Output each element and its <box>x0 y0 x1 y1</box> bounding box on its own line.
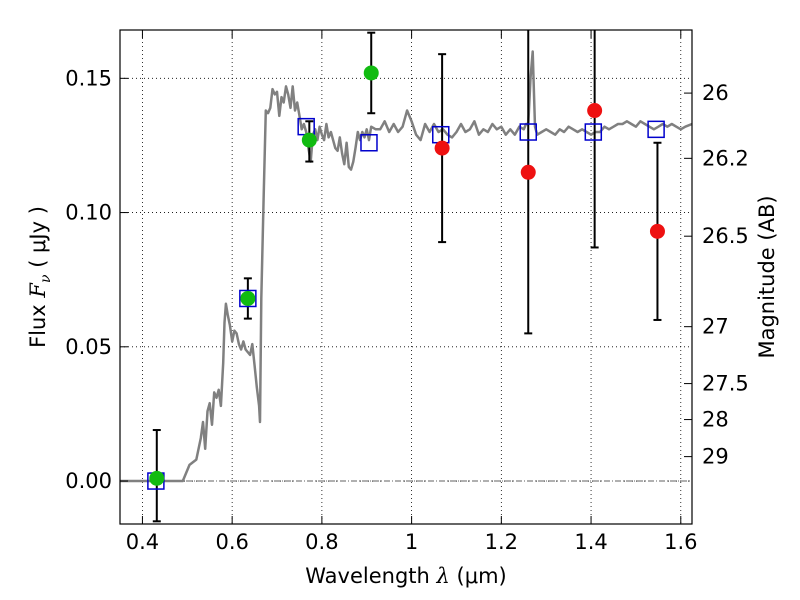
observed-detection-marker <box>149 470 165 486</box>
y-axis-ticks: 0.00 0.05 0.10 0.15 <box>65 66 128 493</box>
observed-detection-marker <box>301 132 317 148</box>
x-tick-label: 0.8 <box>305 530 338 554</box>
observed-upper-marker <box>520 164 536 180</box>
y2-tick-label: 26.5 <box>702 224 749 248</box>
y2-tick-label: 26 <box>702 81 729 105</box>
model-photometry-marker <box>584 123 603 141</box>
x-tick-label: 0.6 <box>215 530 248 554</box>
x-tick-label: 1.2 <box>485 530 518 554</box>
y-axis-label: Flux Fν ( μJy ) <box>26 206 54 348</box>
model-photometry-marker <box>360 134 378 152</box>
x-tick-label: 1.6 <box>664 530 697 554</box>
observed-upper-marker <box>649 223 665 239</box>
x-tick-label: 1 <box>405 530 418 554</box>
y-tick-label: 0.00 <box>65 469 112 493</box>
x-tick-label: 0.4 <box>126 530 159 554</box>
plot-border <box>119 29 693 525</box>
observed-detection-marker <box>240 290 256 306</box>
plot-frame <box>119 29 693 525</box>
x-tick-label: 1.4 <box>574 530 607 554</box>
observed-upper-marker <box>434 140 450 156</box>
y-tick-label: 0.15 <box>65 66 112 90</box>
model-photometry-marker <box>519 123 538 141</box>
y2-tick-label: 26.2 <box>702 146 749 170</box>
model-photometry-marker <box>239 289 257 308</box>
model-photometry-marker <box>647 120 665 139</box>
y2-tick-label: 27 <box>702 315 729 339</box>
y2-tick-label: 27.5 <box>702 372 749 396</box>
y-tick-label: 0.10 <box>65 201 112 225</box>
observed-upper-marker <box>587 103 603 119</box>
x-axis-label: Wavelength λ (μm) <box>305 564 506 588</box>
y2-tick-label: 29 <box>702 445 729 469</box>
y2-axis-ticks: 26 26.2 26.5 27 27.5 28 29 <box>684 81 749 469</box>
y-tick-label: 0.05 <box>65 335 112 359</box>
observed-detection-marker <box>363 65 379 81</box>
y2-axis-label: Magnitude (AB) <box>755 195 779 358</box>
x-axis-ticks: 0.4 0.6 0.8 1 1.2 1.4 1.6 <box>126 30 697 554</box>
observed-points <box>149 65 665 486</box>
y2-tick-label: 28 <box>702 408 729 432</box>
